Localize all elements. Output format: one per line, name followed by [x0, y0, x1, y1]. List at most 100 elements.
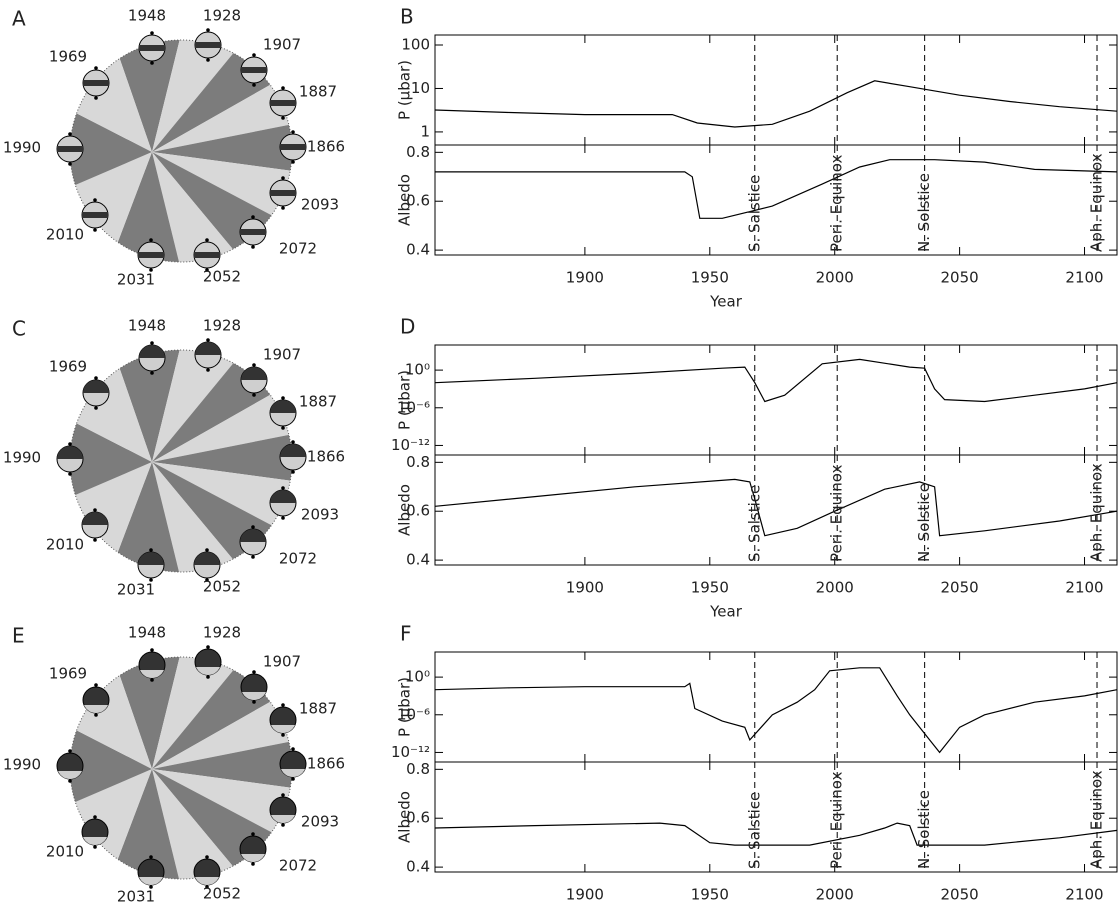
globe-pole — [93, 815, 97, 819]
globe-pole — [206, 28, 210, 32]
panel-letter: E — [12, 624, 25, 648]
y-tick-label: 100 — [401, 36, 430, 54]
orbit-sector — [152, 84, 289, 152]
x-tick-label: 2000 — [816, 579, 854, 597]
y-tick-label: 0.4 — [406, 241, 430, 259]
globe-band — [139, 45, 165, 51]
x-tick-label: 1900 — [566, 579, 604, 597]
globe-pole — [205, 885, 209, 889]
year-label: 1969 — [49, 48, 87, 66]
y-tick-label: 1 — [420, 122, 430, 140]
orbit-sector — [152, 701, 289, 769]
globe-pole — [94, 406, 98, 410]
x-axis-label: Year — [709, 293, 743, 311]
y-tick-label: 10⁻¹² — [391, 743, 430, 761]
panel-letter: C — [12, 317, 26, 341]
plot-frame — [434, 344, 1118, 456]
orbit-sector — [117, 769, 180, 879]
globe-pole — [68, 442, 72, 446]
plot-frame — [434, 761, 1118, 873]
marker-label: Peri. Equinox — [828, 464, 846, 562]
globe-band — [240, 229, 266, 235]
globe-pole — [68, 472, 72, 476]
globe-pole — [281, 86, 285, 90]
marker-label: Aph. Equinox — [1088, 153, 1106, 252]
year-label: 1948 — [128, 7, 166, 25]
orbit-sector — [152, 657, 234, 769]
marker-label: N. Solstice — [915, 790, 933, 869]
panel-letter: A — [12, 7, 26, 31]
orbit-sector — [117, 152, 180, 262]
year-label: 1907 — [263, 36, 301, 54]
globe-pole — [149, 578, 153, 582]
globe-pole — [68, 162, 72, 166]
globe-pole — [205, 578, 209, 582]
globe-shade — [241, 367, 267, 380]
globe-pole — [291, 440, 295, 444]
globe-band — [82, 212, 108, 218]
globe-pole — [291, 470, 295, 474]
globe-pole — [94, 713, 98, 717]
year-label: 2010 — [46, 226, 84, 244]
globe-pole — [291, 130, 295, 134]
y-tick-label: 10 — [411, 79, 430, 97]
globe-pole — [149, 548, 153, 552]
y-tick-label: 10⁻⁶ — [397, 398, 430, 416]
globe-pole — [281, 116, 285, 120]
globe-pole — [150, 61, 154, 65]
globe-band — [241, 67, 267, 73]
globe-pole — [94, 683, 98, 687]
orbit-sector — [152, 124, 292, 171]
year-label: 2031 — [117, 581, 155, 599]
year-label: 1990 — [3, 449, 41, 467]
year-label: 1887 — [299, 393, 337, 411]
data-line — [434, 822, 1118, 846]
globe-pole — [205, 268, 209, 272]
x-tick-label: 1900 — [566, 269, 604, 287]
orbit-sector — [70, 730, 152, 802]
marker-label: Aph. Equinox — [1088, 463, 1106, 562]
y-tick-label: 0.4 — [406, 858, 430, 876]
globe-pole — [150, 678, 154, 682]
globe-shade — [271, 815, 295, 823]
year-label: 1948 — [128, 317, 166, 335]
orbit-sector — [119, 350, 180, 462]
orbit-sector — [70, 423, 152, 495]
orbit-sector — [152, 741, 292, 788]
orbit-sector — [119, 657, 180, 769]
marker-label: Aph. Equinox — [1088, 770, 1106, 869]
orbit-sector — [119, 40, 180, 152]
globe-band — [194, 252, 220, 258]
plot-frame — [434, 144, 1118, 256]
globe-pole — [205, 855, 209, 859]
globe-pole — [252, 393, 256, 397]
globe-pole — [252, 670, 256, 674]
orbit-sector — [152, 462, 291, 526]
year-label: 1969 — [49, 358, 87, 376]
year-label: 1907 — [263, 653, 301, 671]
year-label: 1928 — [203, 624, 241, 642]
orbit-sector — [152, 394, 289, 462]
globe-pole — [68, 132, 72, 136]
x-tick-label: 2000 — [816, 269, 854, 287]
globe-shade — [280, 444, 306, 457]
globe-shade — [83, 380, 109, 393]
globe-pole — [150, 371, 154, 375]
orbit-sector — [152, 769, 233, 879]
globe-pole — [206, 675, 210, 679]
globe-pole — [93, 228, 97, 232]
plot-frame — [434, 34, 1118, 146]
globe-pole — [252, 83, 256, 87]
globe-shade — [271, 725, 295, 733]
orbit-sector — [70, 113, 152, 185]
globe-shade — [138, 552, 164, 565]
globe-band — [83, 80, 109, 86]
globe-shade — [58, 771, 82, 779]
year-label: 2072 — [279, 240, 317, 258]
orbit-sector — [117, 462, 180, 572]
globe-shade — [194, 552, 220, 565]
data-line — [434, 358, 1118, 403]
year-label: 1969 — [49, 665, 87, 683]
y-axis-label: P (μbar) — [396, 370, 414, 430]
globe-band — [57, 146, 83, 152]
